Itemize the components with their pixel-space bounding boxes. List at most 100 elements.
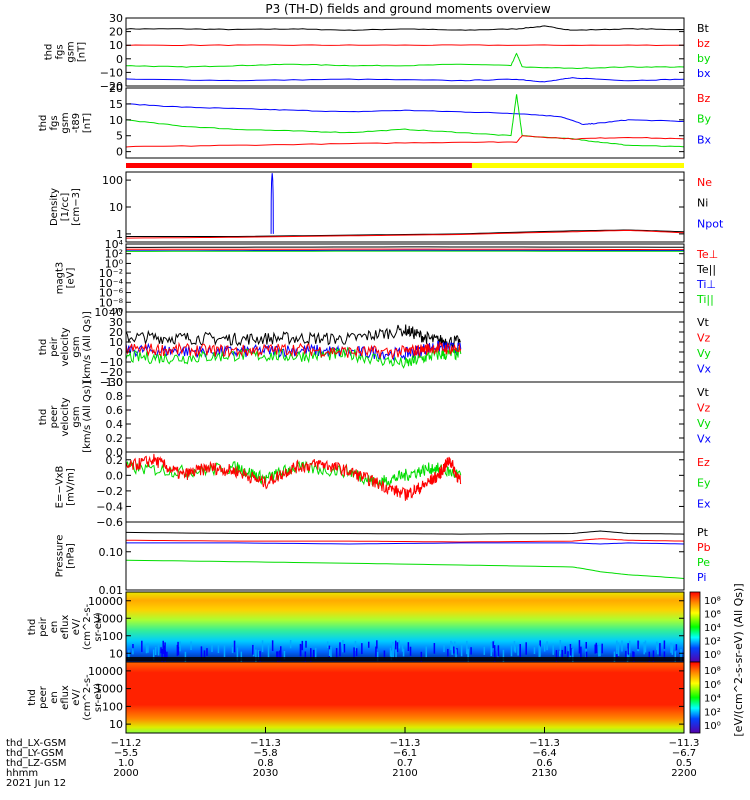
spectrogram-speckle: [594, 644, 597, 654]
spectrogram-speckle: [211, 645, 213, 652]
spectrogram-speckle: [223, 645, 226, 657]
ylabel-line: Density: [49, 188, 60, 226]
series-line-blue: [125, 249, 684, 252]
panel-7: E=−VxB[mV/m] 0.2 0.0 −0.2 −0.4 −0.6 Ez Ey Ex: [55, 451, 711, 529]
legend-entry: Ti||: [696, 293, 714, 306]
spectrogram-speckle: [392, 649, 394, 658]
y-tick-label: 10²: [105, 248, 123, 261]
spectrogram: [126, 662, 684, 733]
spectrogram-speckle: [490, 643, 493, 653]
spectrogram-speckle: [525, 642, 527, 655]
date-label: 2021 Jun 12: [6, 778, 66, 789]
y-tick-label: 0: [116, 146, 123, 159]
spectrogram-speckle: [517, 646, 519, 656]
spectrogram-speckle: [595, 642, 598, 651]
spectrogram-speckle: [627, 647, 630, 655]
spectrogram-speckle: [455, 649, 457, 658]
colorbar-tick: 10⁴: [704, 623, 721, 634]
spectrogram-speckle: [342, 640, 344, 653]
y-tick-label: 10: [109, 718, 123, 731]
y-tick-label: 0: [116, 346, 123, 359]
panel-frame: [125, 243, 685, 313]
legend-entry: Pi: [697, 571, 706, 584]
panel-ylabel: thdpeerenefluxeV/(cm^2-s-sr-eV): [27, 674, 104, 721]
spectrogram-speckle: [132, 648, 134, 655]
x-tick-label: 1.0: [118, 758, 134, 769]
ylabel-line: [mV/m]: [66, 468, 77, 506]
spectrogram-speckle: [280, 646, 282, 658]
spectrogram-speckle: [233, 640, 236, 653]
series-line-red: [125, 341, 462, 360]
x-tick-label: 0.8: [258, 758, 274, 769]
y-tick-label: 1.0: [106, 376, 124, 389]
spectrogram-speckle: [572, 648, 574, 662]
x-tick-label: 2200: [671, 768, 696, 779]
spectrogram-speckle: [433, 643, 436, 654]
colorbar-tick: 10²: [704, 707, 721, 718]
spectrogram-speckle: [301, 640, 304, 651]
spectrogram-speckle: [231, 646, 234, 653]
spectrogram-speckle: [190, 641, 192, 651]
spectrogram-speckle: [559, 650, 561, 657]
spectrogram-speckle: [141, 640, 143, 652]
spectrogram-speckle: [326, 641, 329, 648]
x-tick-label: −6.1: [393, 748, 417, 759]
legend-entry: bz: [697, 37, 710, 50]
spectrogram-speckle: [585, 641, 587, 649]
spectrogram-speckle: [335, 648, 338, 659]
spectrogram-speckle: [375, 646, 377, 658]
y-tick-label: 0.2: [106, 454, 124, 467]
spectrogram-speckle: [643, 641, 645, 655]
spectrogram-speckle: [283, 651, 286, 660]
y-tick-label: 20: [109, 326, 123, 339]
spectrogram-speckle: [217, 644, 220, 654]
series-line-green: [125, 346, 462, 369]
y-tick-label: 0.6: [106, 404, 124, 417]
spectrogram-speckle: [310, 648, 312, 662]
spectrogram-speckle: [492, 641, 494, 649]
legend-entry: Vy: [697, 347, 711, 360]
legend-entry: Ey: [697, 477, 711, 490]
spectrogram-speckle: [546, 641, 548, 651]
y-tick-label: 10⁻²: [99, 267, 123, 280]
spectrogram-speckle: [330, 646, 332, 658]
spectrogram-speckle: [675, 644, 678, 651]
x-tick-label: −11.3: [250, 738, 281, 749]
series-line-red: [125, 44, 684, 47]
spectrogram-speckle: [376, 640, 378, 649]
x-tick-label: −6.7: [672, 748, 696, 759]
y-tick-label: 1000: [95, 612, 123, 625]
spectrogram-speckle: [353, 647, 355, 661]
spectrogram-speckle: [467, 648, 469, 660]
legend-entry: bx: [697, 67, 711, 80]
y-tick-label: 10: [109, 114, 123, 127]
bar-yellow: [471, 163, 684, 168]
legend-entry: Vt: [697, 386, 710, 399]
spectrogram-speckle: [271, 640, 274, 651]
ylabel-line: [eV]: [66, 268, 77, 289]
y-tick-label: 40: [109, 306, 123, 319]
spectrogram-speckle: [453, 646, 455, 654]
panel-frame: [125, 451, 685, 523]
series-line-black: [126, 246, 684, 248]
y-tick-label: 0.4: [106, 418, 124, 431]
ylabel-line: eflux: [60, 685, 71, 710]
spectrogram-speckle: [632, 651, 634, 660]
spectrogram-speckle: [543, 644, 546, 652]
ylabel-line: thd: [38, 409, 49, 426]
series-line-red: [125, 538, 685, 543]
spectrogram-speckle: [276, 651, 278, 658]
ylabel-line: sr-eV): [93, 683, 104, 712]
spectrogram-speckle: [261, 640, 264, 653]
ylabel-line: eV/: [71, 618, 82, 635]
ylabel-line: gsm: [71, 336, 82, 357]
panel-frame: [125, 521, 685, 591]
legend-entry: Ne: [697, 176, 712, 189]
spectrogram-speckle: [402, 648, 405, 657]
panel-ylabel: thdpeirvelocitygsm[km/s (All Qs)]: [38, 311, 93, 383]
panel-10: thdpeerenefluxeV/(cm^2-s-sr-eV)100001000…: [27, 661, 685, 734]
ylabel-line: peer: [38, 685, 49, 709]
spectrogram-speckle: [447, 648, 449, 657]
